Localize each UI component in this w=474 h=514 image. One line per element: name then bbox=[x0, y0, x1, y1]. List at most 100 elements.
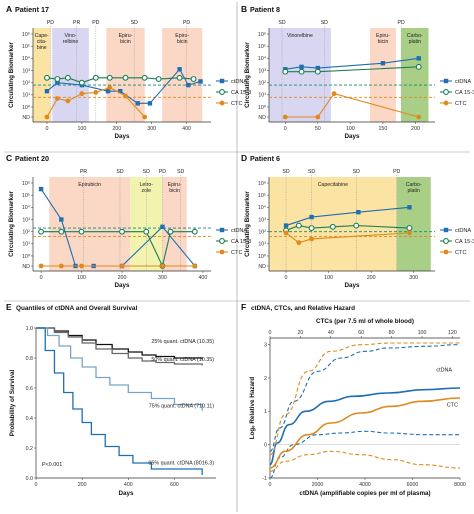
ctc-point bbox=[331, 91, 337, 97]
ca153-point bbox=[38, 228, 45, 235]
therapy-label: Epiru-bicin bbox=[168, 182, 182, 194]
x-tick-label: 100 bbox=[77, 126, 86, 132]
y-tick-label: 10⁵ bbox=[22, 44, 30, 50]
legend-swatch-marker bbox=[443, 227, 449, 233]
panel-title: Patient 6 bbox=[250, 154, 280, 163]
ctdna-line bbox=[285, 206, 410, 227]
top-tick-label: 20 bbox=[297, 330, 303, 336]
ctdna-point bbox=[160, 224, 165, 229]
survival-curve-label: 25% quant. ctDNA (10.35) bbox=[151, 339, 214, 345]
x-tick-label: 400 bbox=[198, 275, 207, 281]
ctdna-point bbox=[380, 61, 386, 66]
y-axis-title: Probability of Survival bbox=[9, 370, 16, 437]
x-tick-label: 200 bbox=[112, 126, 121, 132]
y-axis-title: Circulating Biomarker bbox=[244, 191, 251, 257]
therapy-label-line: bicin bbox=[378, 39, 389, 45]
response-label: PR bbox=[80, 169, 87, 175]
therapy-band-0 bbox=[49, 177, 131, 271]
panel-d: D Patient 6 Capecitabine Carbo-platin SD SD SD… bbox=[241, 153, 474, 289]
y-tick-label: 3 bbox=[264, 342, 267, 348]
x-tick-label: 200 bbox=[367, 275, 376, 281]
response-label: PD bbox=[393, 169, 400, 175]
x-tick-label: 200 bbox=[78, 482, 87, 488]
legend-label: CTC bbox=[455, 250, 467, 256]
response-label: SD bbox=[353, 169, 360, 175]
ca153-point bbox=[415, 63, 422, 70]
panel-title: Patient 20 bbox=[15, 154, 49, 163]
y-tick-label: 1.0 bbox=[26, 326, 33, 332]
ctdna-point bbox=[59, 217, 64, 222]
y-tick-label: 10³ bbox=[258, 217, 266, 223]
ctc-point bbox=[282, 114, 288, 120]
ca153-point bbox=[58, 228, 65, 235]
ctc-point bbox=[123, 93, 128, 99]
panel-letter: E bbox=[6, 302, 12, 312]
legend-label: CA 15-3 bbox=[455, 239, 474, 245]
therapy-label-line: Epiru- bbox=[168, 182, 182, 188]
therapy-band-2 bbox=[401, 28, 429, 122]
y-tick-label: 10⁶ bbox=[22, 32, 30, 38]
y-tick-label: ND bbox=[258, 115, 266, 121]
therapy-label-line: bicin bbox=[169, 188, 180, 194]
legend-swatch-marker bbox=[219, 238, 225, 244]
ctc-point bbox=[192, 263, 198, 269]
survival-curve-3 bbox=[36, 327, 203, 475]
x-tick-label: 150 bbox=[378, 126, 387, 132]
legend-swatch-marker bbox=[219, 89, 225, 95]
ctdna-point bbox=[55, 80, 60, 85]
x-tick-label: 0 bbox=[269, 482, 272, 488]
panel-a: A Patient 17 Cape-cita-bine Vino-relbine Epi… bbox=[6, 4, 251, 140]
legend-label: ctDNA bbox=[455, 228, 471, 234]
top-tick-label: 120 bbox=[448, 330, 457, 336]
y-tick-label: 0.8 bbox=[26, 356, 33, 362]
ctc-point bbox=[119, 263, 125, 269]
y-tick-label: 10⁵ bbox=[22, 193, 30, 199]
therapy-label-line: Vinorelbine bbox=[287, 33, 313, 39]
x-axis-title: Days bbox=[114, 282, 130, 289]
legend-swatch-marker bbox=[443, 238, 449, 244]
legend-label: CTC bbox=[455, 101, 467, 107]
x-tick-label: 2000 bbox=[312, 482, 324, 488]
legend-swatch-marker bbox=[219, 100, 225, 106]
panel-title: Patient 8 bbox=[250, 5, 280, 14]
ctc-line bbox=[285, 232, 410, 244]
y-tick-label: 1 bbox=[264, 409, 267, 415]
x-tick-label: 0 bbox=[284, 126, 287, 132]
ca153-point bbox=[295, 222, 302, 229]
response-label: SD bbox=[308, 169, 315, 175]
response-label: PD bbox=[47, 20, 54, 26]
y-tick-label: 10² bbox=[22, 80, 30, 86]
ca153-point bbox=[141, 74, 148, 81]
ctdna-point bbox=[309, 214, 314, 220]
x-tick-label: 300 bbox=[147, 126, 156, 132]
therapy-label: Capecitabine bbox=[318, 182, 348, 188]
x-tick-label: 0 bbox=[35, 482, 38, 488]
response-label: SD bbox=[282, 169, 289, 175]
y-tick-label: 10⁴ bbox=[22, 56, 31, 62]
y-tick-label: 10⁴ bbox=[258, 56, 267, 62]
x-axis-title: Days bbox=[344, 133, 360, 140]
top-tick-label: 80 bbox=[389, 330, 395, 336]
response-label: PD bbox=[159, 169, 166, 175]
legend-label: CTC bbox=[231, 250, 243, 256]
ctc-point bbox=[93, 90, 99, 95]
ctdna-point bbox=[416, 56, 421, 61]
x-tick-label: 4000 bbox=[359, 482, 371, 488]
y-tick-label: 10⁰ bbox=[258, 254, 266, 260]
ca153-point bbox=[308, 225, 315, 231]
therapy-band-1 bbox=[52, 28, 89, 122]
x-tick-label: 300 bbox=[409, 275, 418, 281]
legend-label: CA 15-3 bbox=[231, 90, 251, 96]
legend-label: CTC bbox=[231, 101, 243, 107]
therapy-label: Epiru-bicin bbox=[175, 33, 189, 45]
x-tick-label: 400 bbox=[124, 482, 133, 488]
x-tick-label: 100 bbox=[324, 275, 333, 281]
panel-letter: D bbox=[241, 153, 247, 163]
x-tick-label: 6000 bbox=[407, 482, 419, 488]
hazard-curve-3 bbox=[269, 397, 461, 469]
legend-swatch-marker bbox=[443, 89, 449, 95]
panel-title: Patient 17 bbox=[15, 5, 49, 14]
ctdna-point bbox=[198, 79, 203, 84]
legend-swatch-marker bbox=[219, 227, 225, 233]
